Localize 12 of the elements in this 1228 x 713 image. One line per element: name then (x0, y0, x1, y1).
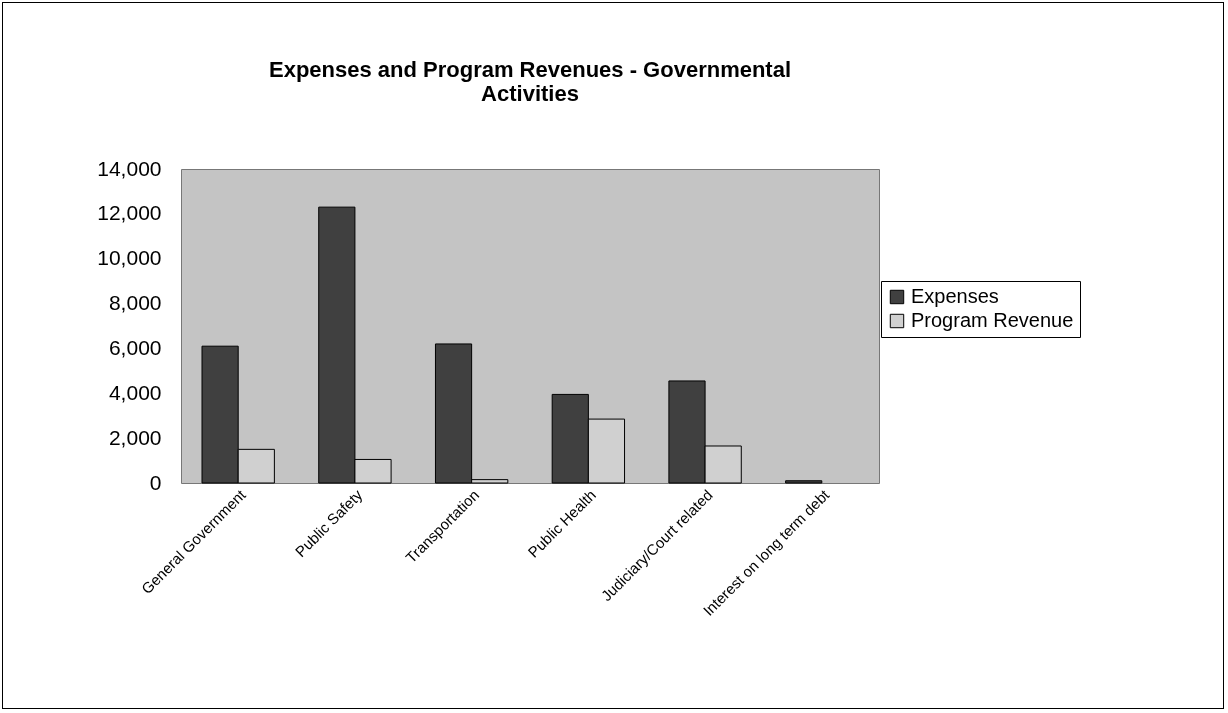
y-tick-label: 14,000 (97, 156, 162, 180)
bar (785, 480, 823, 484)
y-tick-label: 0 (149, 470, 162, 494)
y-tick-label: 12,000 (97, 201, 162, 225)
legend-label: Program Revenue (911, 309, 1074, 331)
y-tick-label: 4,000 (108, 380, 162, 404)
chart-title: Expenses and Program Revenues - Governmental Activities (268, 57, 792, 106)
legend-label: Expenses (911, 285, 999, 307)
y-tick-label: 6,000 (108, 335, 162, 359)
y-tick-label: 8,000 (108, 291, 162, 315)
y-tick-label: 2,000 (108, 425, 162, 449)
y-tick-label: 10,000 (97, 246, 162, 270)
